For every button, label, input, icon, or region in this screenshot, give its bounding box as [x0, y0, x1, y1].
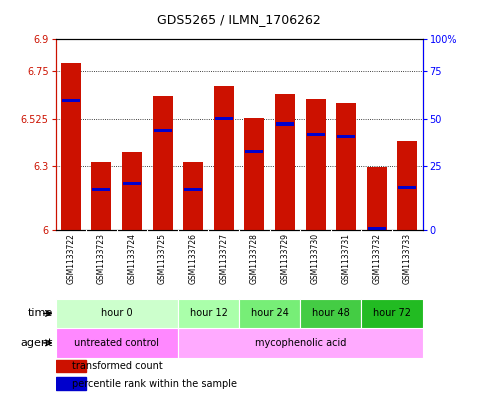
Bar: [56, 360, 86, 373]
Bar: [361, 299, 423, 328]
Bar: [178, 328, 423, 358]
Bar: [215, 117, 233, 120]
Text: GSM1133725: GSM1133725: [158, 233, 167, 284]
Text: GDS5265 / ILMN_1706262: GDS5265 / ILMN_1706262: [157, 13, 321, 26]
Text: hour 72: hour 72: [373, 309, 411, 318]
Text: GSM1133729: GSM1133729: [281, 233, 289, 284]
Bar: [56, 299, 178, 328]
Text: mycophenolic acid: mycophenolic acid: [255, 338, 346, 348]
Bar: [153, 97, 172, 230]
Text: GSM1133722: GSM1133722: [66, 233, 75, 283]
Bar: [306, 99, 326, 230]
Bar: [61, 62, 81, 230]
Bar: [244, 118, 264, 230]
Bar: [300, 299, 361, 328]
Bar: [91, 162, 112, 230]
Bar: [398, 141, 417, 230]
Text: GSM1133726: GSM1133726: [189, 233, 198, 284]
Text: GSM1133731: GSM1133731: [341, 233, 351, 284]
Text: hour 12: hour 12: [189, 309, 227, 318]
Text: GSM1133733: GSM1133733: [403, 233, 412, 284]
Bar: [239, 299, 300, 328]
Text: percentile rank within the sample: percentile rank within the sample: [72, 379, 237, 389]
Bar: [56, 328, 178, 358]
Text: transformed count: transformed count: [72, 361, 163, 371]
Text: hour 0: hour 0: [101, 309, 132, 318]
Bar: [154, 129, 171, 132]
Bar: [337, 135, 355, 138]
Text: time: time: [28, 309, 53, 318]
Bar: [398, 186, 416, 189]
Text: hour 48: hour 48: [312, 309, 350, 318]
Bar: [275, 94, 295, 230]
Text: GSM1133732: GSM1133732: [372, 233, 381, 284]
Bar: [183, 162, 203, 230]
Text: GSM1133730: GSM1133730: [311, 233, 320, 284]
Text: GSM1133724: GSM1133724: [128, 233, 137, 284]
Text: GSM1133727: GSM1133727: [219, 233, 228, 284]
Bar: [123, 182, 141, 185]
Bar: [245, 150, 263, 153]
Bar: [184, 188, 202, 191]
Text: GSM1133728: GSM1133728: [250, 233, 259, 283]
Bar: [276, 122, 294, 126]
Text: hour 24: hour 24: [251, 309, 289, 318]
Bar: [56, 377, 86, 390]
Bar: [214, 86, 234, 230]
Text: untreated control: untreated control: [74, 338, 159, 348]
Bar: [307, 133, 325, 136]
Bar: [368, 227, 386, 231]
Bar: [92, 188, 111, 191]
Text: agent: agent: [21, 338, 53, 348]
Bar: [122, 152, 142, 230]
Bar: [178, 299, 239, 328]
Bar: [367, 167, 387, 230]
Bar: [336, 103, 356, 230]
Bar: [62, 99, 80, 103]
Text: GSM1133723: GSM1133723: [97, 233, 106, 284]
